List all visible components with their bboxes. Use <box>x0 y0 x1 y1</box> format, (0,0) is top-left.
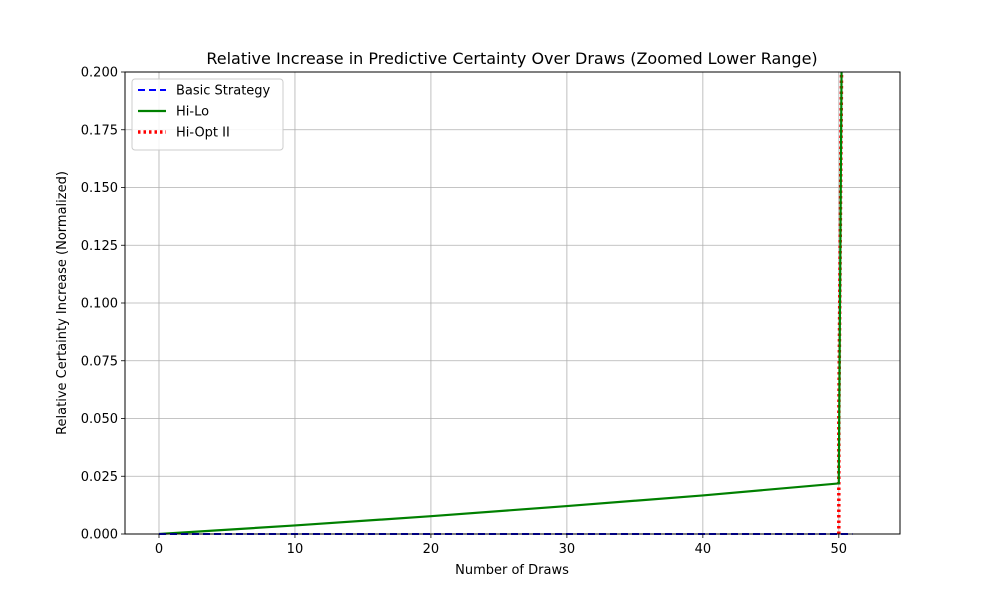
legend-label-hi-opt-ii: Hi-Opt II <box>176 126 230 141</box>
legend-label-hi-lo: Hi-Lo <box>176 105 209 120</box>
y-tick-label: 0.150 <box>81 181 118 196</box>
y-tick-label: 0.025 <box>81 470 118 485</box>
ticks: 0 10 20 30 40 50 0.000 0.025 0.050 0.075 0.100 0.12… <box>81 66 847 558</box>
legend-label-basic-strategy: Basic Strategy <box>176 84 271 99</box>
grid <box>125 71 900 535</box>
x-tick-label: 30 <box>559 542 576 557</box>
chart-title: Relative Increase in Predictive Certaint… <box>206 49 817 68</box>
y-tick-label: 0.125 <box>81 239 118 254</box>
y-tick-label: 0.175 <box>81 123 118 138</box>
x-tick-label: 50 <box>831 542 848 557</box>
x-tick-label: 0 <box>155 542 163 557</box>
y-tick-label: 0.000 <box>81 528 118 543</box>
x-tick-label: 20 <box>423 542 440 557</box>
y-tick-label: 0.075 <box>81 354 118 369</box>
x-axis-label: Number of Draws <box>455 563 569 578</box>
y-axis-label: Relative Certainty Increase (Normalized) <box>55 171 70 435</box>
series-line-hi-lo <box>158 71 843 535</box>
x-tick-label: 10 <box>287 542 304 557</box>
legend: Basic Strategy Hi-Lo Hi-Opt II <box>131 78 284 151</box>
y-tick-label: 0.200 <box>81 66 118 81</box>
y-tick-label: 0.050 <box>81 412 118 427</box>
x-tick-label: 40 <box>695 542 712 557</box>
y-tick-label: 0.100 <box>81 297 118 312</box>
legend-box <box>131 78 284 151</box>
